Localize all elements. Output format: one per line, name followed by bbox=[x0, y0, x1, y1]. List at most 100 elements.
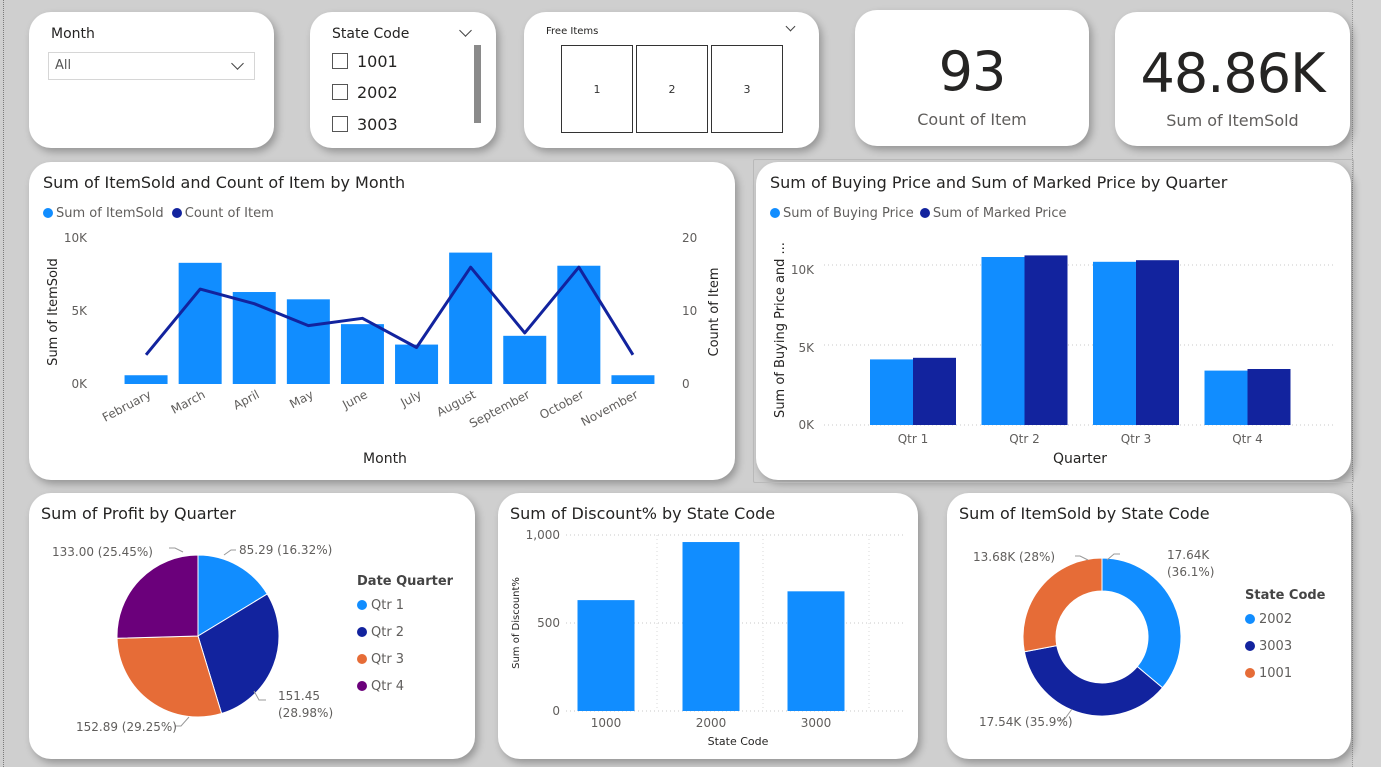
legend-item-count[interactable]: Count of Item bbox=[171, 206, 274, 221]
profit-pie-chart[interactable]: 85.29 (16.32%) 151.45 (28.98%) 152.89 (2… bbox=[29, 493, 475, 759]
bar[interactable] bbox=[340, 324, 384, 384]
month-dropdown[interactable]: All bbox=[48, 52, 255, 80]
chart-title: Sum of Profit by Quarter bbox=[41, 504, 236, 523]
canvas-right-strip bbox=[1353, 0, 1381, 767]
chevron-down-icon bbox=[231, 57, 244, 70]
month-combo-chart-card[interactable]: Sum of ItemSold and Count of Item by Mon… bbox=[29, 162, 735, 480]
x-axis-tick[interactable]: Qtr 4 bbox=[1232, 432, 1263, 446]
kpi-value: 48.86K bbox=[1140, 42, 1325, 105]
y-axis-tick: 1,000 bbox=[526, 528, 560, 542]
x-axis-label: Month bbox=[363, 451, 407, 467]
bar[interactable] bbox=[611, 375, 655, 384]
slice[interactable] bbox=[1101, 557, 1182, 689]
free-items-tile-3[interactable]: 3 bbox=[711, 45, 783, 133]
state-code-slicer-title: State Code bbox=[332, 26, 410, 42]
legend-title: State Code bbox=[1245, 588, 1326, 603]
chevron-down-icon[interactable] bbox=[785, 21, 796, 32]
bar[interactable] bbox=[577, 600, 635, 711]
canvas-left-guide bbox=[3, 0, 4, 767]
x-axis-tick[interactable]: April bbox=[231, 387, 262, 412]
discount-bar-chart-card[interactable]: Sum of Discount% by State Code 1,000 500… bbox=[498, 493, 918, 759]
bar[interactable] bbox=[787, 591, 845, 711]
slice[interactable] bbox=[1023, 645, 1164, 717]
free-items-slicer[interactable]: Free Items 1 2 3 bbox=[524, 12, 819, 148]
state-code-slicer[interactable]: State Code 1001 2002 3003 bbox=[310, 12, 496, 148]
left-axis-tick: 0K bbox=[71, 377, 88, 391]
bar[interactable] bbox=[124, 375, 168, 384]
legend-label: Qtr 4 bbox=[371, 679, 405, 694]
x-axis-tick[interactable]: 3000 bbox=[801, 716, 832, 730]
chart-legend: Sum of ItemSold Count of Item bbox=[43, 206, 274, 221]
legend-item-itemsold[interactable]: Sum of ItemSold bbox=[43, 206, 164, 221]
slice[interactable] bbox=[197, 554, 268, 637]
legend-item[interactable]: Qtr 4 bbox=[357, 679, 404, 694]
x-axis-tick[interactable]: 2000 bbox=[696, 716, 727, 730]
bar[interactable] bbox=[1247, 369, 1291, 425]
leader-line bbox=[1106, 553, 1120, 561]
bar[interactable] bbox=[178, 262, 222, 384]
x-axis-tick[interactable]: June bbox=[339, 387, 370, 412]
month-combo-chart[interactable]: 10K 5K 0K 20 10 0 Sum of ItemSold Count … bbox=[29, 162, 735, 480]
x-axis-tick[interactable]: March bbox=[169, 387, 208, 417]
x-axis-tick[interactable]: February bbox=[100, 387, 154, 424]
bar[interactable] bbox=[286, 299, 330, 384]
line-series[interactable] bbox=[144, 265, 635, 356]
data-label: 13.68K (28%) bbox=[973, 550, 1055, 564]
bar[interactable] bbox=[503, 335, 547, 384]
x-axis-tick[interactable]: Qtr 2 bbox=[1009, 432, 1040, 446]
legend-item[interactable]: Qtr 3 bbox=[357, 652, 404, 667]
month-slicer[interactable]: Month All bbox=[29, 12, 274, 148]
legend-item[interactable]: 2002 bbox=[1245, 612, 1292, 627]
bar[interactable] bbox=[682, 542, 740, 711]
profit-pie-chart-card[interactable]: Sum of Profit by Quarter 85.29 (16.32%) … bbox=[29, 493, 475, 759]
legend-item[interactable]: Qtr 2 bbox=[357, 625, 404, 640]
x-axis-tick[interactable]: 1000 bbox=[591, 716, 622, 730]
slicer-scrollbar[interactable] bbox=[474, 45, 481, 123]
slice[interactable] bbox=[197, 593, 280, 715]
chevron-down-icon[interactable] bbox=[459, 24, 472, 37]
chart-title: Sum of Buying Price and Sum of Marked Pr… bbox=[770, 173, 1228, 192]
y-axis-tick: 0 bbox=[552, 704, 560, 718]
x-axis-tick[interactable]: November bbox=[579, 387, 641, 429]
x-axis-tick[interactable]: May bbox=[287, 387, 315, 411]
quarter-bar-chart-card[interactable]: Sum of Buying Price and Sum of Marked Pr… bbox=[756, 162, 1351, 480]
legend-item[interactable]: Qtr 1 bbox=[357, 598, 404, 613]
x-axis-tick[interactable]: Qtr 3 bbox=[1121, 432, 1152, 446]
bar[interactable] bbox=[870, 359, 913, 425]
checkbox-icon[interactable] bbox=[332, 116, 348, 132]
bar[interactable] bbox=[232, 292, 276, 384]
data-label: 85.29 (16.32%) bbox=[239, 543, 332, 557]
quarter-bar-chart[interactable]: 10K 5K 0K Sum of Buying Price and ... Qu… bbox=[756, 162, 1351, 480]
legend-item-marked-price[interactable]: Sum of Marked Price bbox=[919, 206, 1067, 221]
bar[interactable] bbox=[981, 257, 1025, 425]
x-axis-tick[interactable]: September bbox=[467, 387, 532, 431]
discount-bar-chart[interactable]: 1,000 500 0 Sum of Discount% State Code … bbox=[498, 493, 918, 759]
slice[interactable] bbox=[116, 635, 223, 718]
checkbox-icon[interactable] bbox=[332, 84, 348, 100]
legend-item-buying-price[interactable]: Sum of Buying Price bbox=[770, 206, 914, 221]
free-items-tile-2[interactable]: 2 bbox=[636, 45, 708, 133]
state-code-option-2002[interactable]: 2002 bbox=[332, 83, 398, 102]
bar[interactable] bbox=[1093, 261, 1136, 425]
free-items-tile-1[interactable]: 1 bbox=[561, 45, 633, 133]
bar[interactable] bbox=[1024, 255, 1068, 425]
checkbox-icon[interactable] bbox=[332, 53, 348, 69]
x-axis-tick[interactable]: August bbox=[434, 387, 478, 419]
slice[interactable] bbox=[1022, 557, 1103, 653]
state-code-option-3003[interactable]: 3003 bbox=[332, 115, 398, 134]
legend-item[interactable]: 3003 bbox=[1245, 639, 1292, 654]
state-code-option-1001[interactable]: 1001 bbox=[332, 52, 398, 71]
x-axis-tick[interactable]: July bbox=[397, 387, 424, 410]
bar[interactable] bbox=[1204, 370, 1248, 425]
slice[interactable] bbox=[116, 554, 199, 639]
bar[interactable] bbox=[1136, 260, 1179, 425]
itemsold-donut-chart[interactable]: 17.64K (36.1%) 17.54K (35.9%) 13.68K (28… bbox=[947, 493, 1351, 759]
bar[interactable] bbox=[913, 357, 956, 425]
itemsold-donut-chart-card[interactable]: Sum of ItemSold by State Code 17.64K (36… bbox=[947, 493, 1351, 759]
x-axis-tick[interactable]: Qtr 1 bbox=[898, 432, 929, 446]
y-axis-tick: 0K bbox=[798, 418, 815, 432]
bar[interactable] bbox=[449, 252, 493, 384]
bar[interactable] bbox=[395, 344, 439, 384]
legend-item[interactable]: 1001 bbox=[1245, 666, 1292, 681]
chart-title: Sum of ItemSold and Count of Item by Mon… bbox=[43, 173, 406, 192]
